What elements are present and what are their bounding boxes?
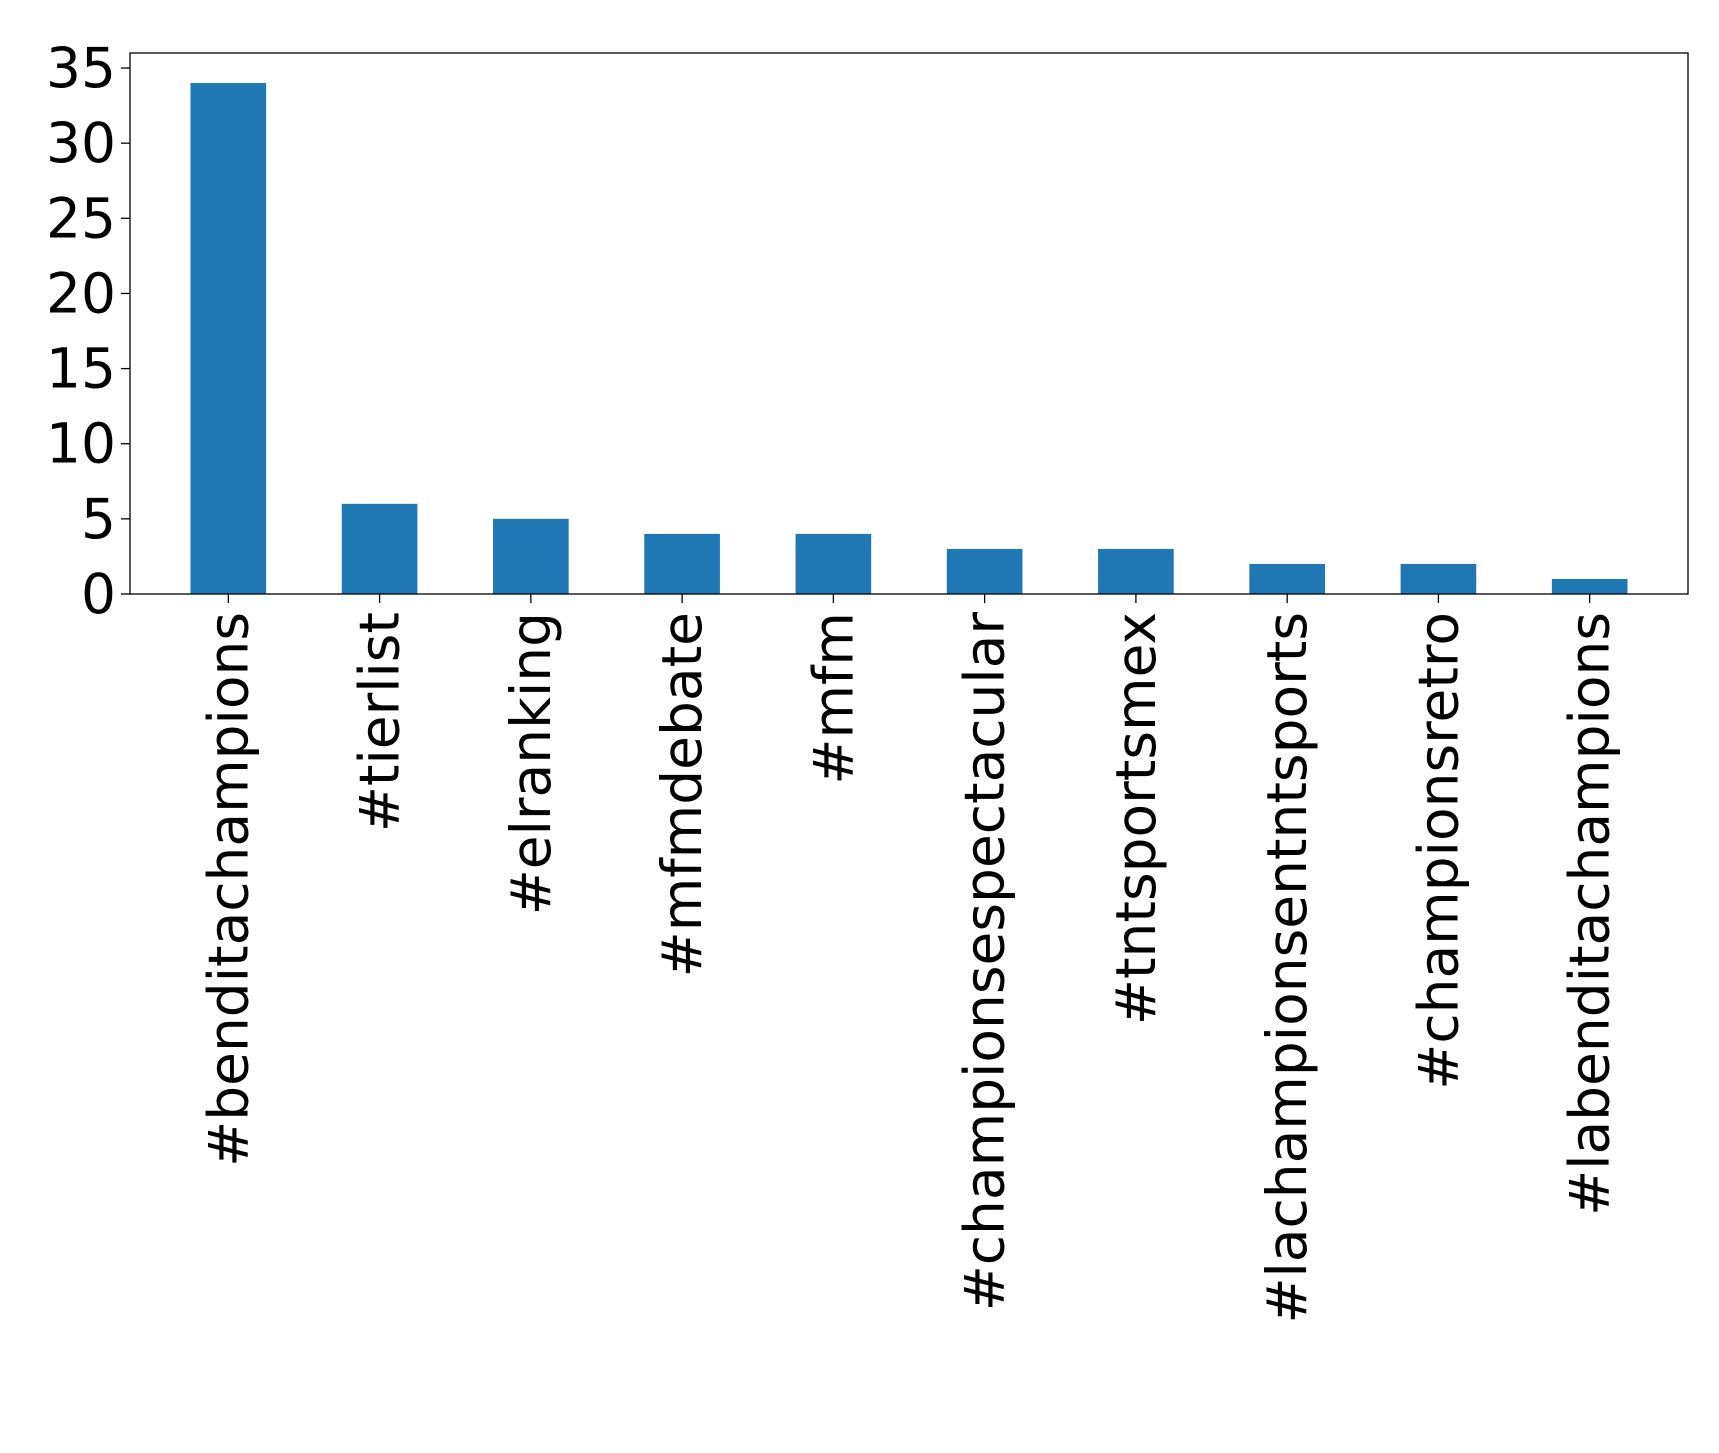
bar [1400, 563, 1477, 594]
x-tick-label: #labenditachampions [1558, 612, 1622, 1216]
x-tick-label: #tierlist [348, 612, 412, 832]
y-tick-label: 10 [46, 412, 116, 476]
bar [795, 533, 872, 594]
bar [190, 83, 267, 595]
y-tick-label: 35 [46, 36, 116, 100]
x-axis: #benditachampions #tierlist #elranking #mfm… [196, 594, 1622, 1324]
y-tick-label: 0 [81, 562, 116, 626]
y-tick-label: 25 [46, 186, 116, 250]
bar [644, 533, 720, 594]
y-tick-label: 20 [46, 261, 116, 325]
x-tick-label: #elranking [499, 612, 563, 915]
bars-group [190, 83, 1628, 595]
x-tick-label: #mfm [801, 612, 865, 785]
x-tick-label: #championsretro [1406, 612, 1470, 1090]
x-tick-label: #mfmdebate [650, 612, 714, 977]
x-tick-label: #benditachampions [196, 612, 260, 1167]
x-tick-label: #lachampionsentntsports [1255, 612, 1319, 1324]
plot-frame [129, 52, 1689, 595]
x-tick-label: #tntsportsmex [1104, 612, 1168, 1025]
bar [1249, 563, 1325, 594]
x-tick-label: #championsespectacular [953, 612, 1017, 1312]
y-tick-label: 5 [81, 487, 116, 551]
y-axis: 0 5 10 15 20 25 30 35 [46, 36, 130, 626]
y-tick-label: 15 [46, 337, 116, 401]
bar [1098, 548, 1174, 594]
bar [1551, 578, 1628, 594]
bar [341, 503, 418, 594]
y-tick-label: 30 [46, 111, 116, 175]
bar [493, 518, 569, 594]
bar [946, 548, 1023, 594]
